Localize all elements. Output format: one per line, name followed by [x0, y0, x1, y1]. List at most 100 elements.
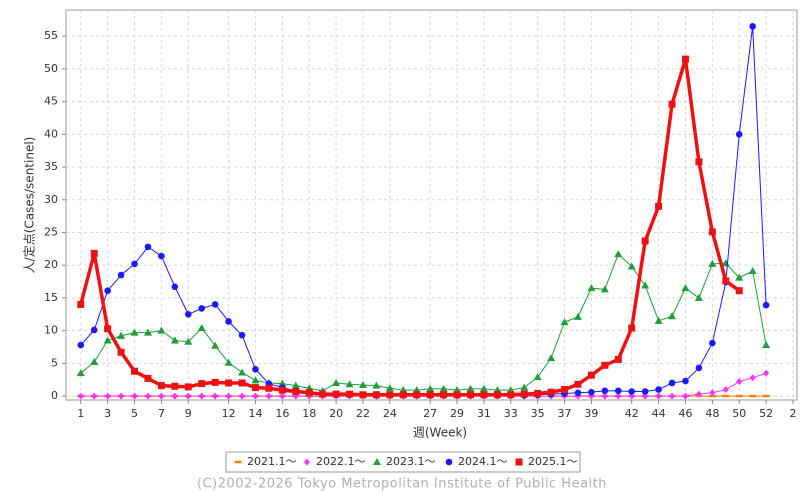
x-tick-label: 2 — [789, 407, 796, 420]
marker — [762, 341, 771, 349]
x-tick-label: 29 — [450, 407, 464, 420]
legend-label: 2023.1〜 — [386, 455, 436, 468]
marker — [614, 250, 623, 258]
marker — [439, 384, 448, 392]
x-tick-label: 31 — [477, 407, 491, 420]
marker — [131, 260, 138, 268]
marker — [762, 394, 770, 398]
x-tick-label: 35 — [531, 407, 545, 420]
marker — [359, 391, 367, 399]
marker — [198, 392, 205, 400]
marker — [641, 237, 649, 245]
marker — [198, 380, 206, 388]
marker — [238, 331, 246, 339]
x-tick-label: 52 — [759, 407, 773, 420]
marker — [709, 339, 716, 347]
marker — [749, 394, 757, 398]
legend-label: 2024.1〜 — [458, 455, 508, 468]
marker — [547, 354, 556, 362]
marker — [573, 312, 582, 320]
marker — [533, 373, 542, 381]
marker — [574, 380, 582, 388]
x-tick-label: 33 — [504, 407, 518, 420]
marker — [735, 394, 743, 398]
footer: (C)2002-2026 Tokyo Metropolitan Institut… — [197, 477, 607, 492]
marker — [668, 312, 677, 320]
marker — [144, 392, 151, 400]
legend-label: 2022.1〜 — [316, 455, 366, 468]
marker — [171, 283, 179, 291]
x-axis-label: 週(Week) — [413, 426, 467, 440]
marker — [157, 326, 166, 334]
x-tick-label: 18 — [302, 407, 316, 420]
y-tick-label: 25 — [44, 225, 58, 238]
x-tick-label: 12 — [222, 407, 236, 420]
marker — [574, 389, 582, 397]
marker — [305, 389, 313, 397]
marker — [77, 392, 84, 400]
marker — [440, 391, 448, 399]
marker — [655, 202, 663, 210]
marker — [224, 358, 233, 366]
marker — [319, 390, 327, 398]
marker — [144, 374, 152, 382]
marker — [601, 392, 608, 400]
marker — [157, 382, 165, 390]
marker — [628, 324, 636, 332]
x-tick-label: 27 — [423, 407, 437, 420]
y-tick-label: 10 — [44, 324, 58, 337]
y-tick-label: 5 — [51, 356, 58, 369]
x-tick-label: 14 — [248, 407, 262, 420]
marker — [736, 378, 743, 386]
marker — [601, 387, 609, 395]
marker — [372, 391, 380, 399]
marker — [520, 383, 529, 391]
marker — [520, 390, 528, 398]
marker — [171, 382, 179, 390]
marker — [695, 390, 702, 398]
y-tick-label: 15 — [44, 291, 58, 304]
marker — [480, 391, 488, 399]
marker — [749, 23, 756, 30]
marker — [171, 392, 178, 400]
marker — [103, 336, 112, 344]
marker — [291, 381, 300, 389]
marker — [560, 318, 569, 326]
marker — [493, 391, 501, 399]
marker — [708, 228, 716, 236]
marker — [292, 387, 300, 395]
marker — [279, 392, 286, 400]
marker — [77, 300, 85, 308]
x-tick-label: 1 — [77, 407, 84, 420]
y-axis-label: 人/定点(Cases/sentinel) — [22, 137, 37, 274]
x-tick-label: 39 — [584, 407, 598, 420]
marker — [668, 100, 676, 108]
marker — [655, 386, 662, 393]
marker — [252, 392, 259, 400]
marker — [413, 391, 421, 399]
marker — [695, 364, 703, 372]
x-tick-label: 9 — [185, 407, 192, 420]
marker — [600, 285, 609, 293]
marker — [534, 389, 542, 397]
marker — [722, 277, 730, 285]
marker — [118, 392, 125, 400]
marker — [76, 369, 85, 377]
legend-box — [225, 451, 581, 473]
marker — [278, 386, 286, 394]
marker — [104, 287, 111, 295]
marker — [654, 316, 663, 324]
marker — [694, 293, 703, 301]
marker — [453, 391, 461, 399]
marker — [507, 391, 515, 399]
marker — [130, 328, 139, 336]
marker — [211, 341, 220, 349]
x-tick-label: 48 — [705, 407, 719, 420]
marker — [695, 158, 703, 166]
marker — [332, 390, 340, 398]
marker — [238, 379, 246, 387]
marker — [184, 310, 192, 318]
marker — [748, 267, 757, 275]
marker — [90, 358, 99, 366]
marker — [104, 392, 111, 400]
